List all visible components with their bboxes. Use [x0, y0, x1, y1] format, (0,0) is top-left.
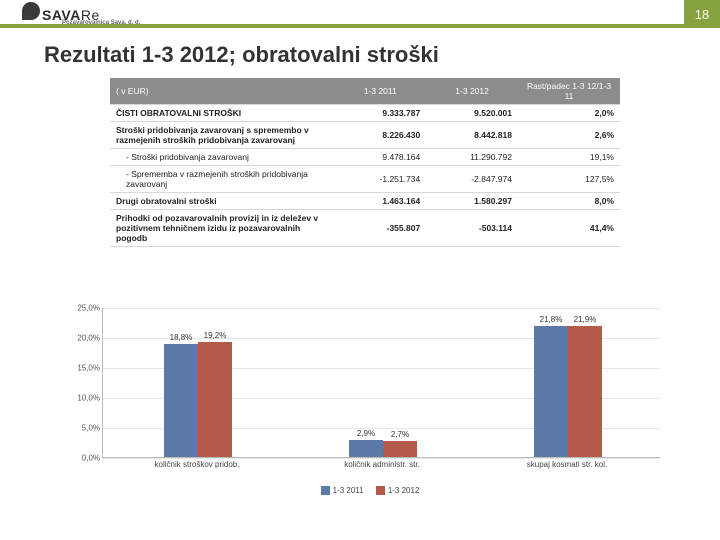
costs-table: ( v EUR) 1-3 2011 1-3 2012 Rast/padec 1-…: [110, 78, 620, 247]
col-header-2011: 1-3 2011: [334, 78, 426, 105]
row-pct: 19,1%: [518, 149, 620, 166]
y-tick-label: 10,0%: [60, 394, 100, 403]
chart-plot-area: 18,8%19,2% 2,9%2,7% 21,8%21,9%: [102, 308, 660, 458]
row-value: 9.333.787: [334, 105, 426, 122]
logo: SAVARe Pozavarovalnica Sava, d. d.: [22, 2, 100, 23]
row-label: - Stroški pridobivanja zavarovanj: [110, 149, 334, 166]
row-value: -355.807: [334, 210, 426, 247]
page-title: Rezultati 1-3 2012; obratovalni stroški: [44, 42, 720, 68]
row-label: ČISTI OBRATOVALNI STROŠKI: [110, 105, 334, 122]
row-label: Prihodki od pozavarovalnih provizij in i…: [110, 210, 334, 247]
page-number: 18: [684, 0, 720, 28]
y-tick-label: 0,0%: [60, 454, 100, 463]
chart-bar: [164, 344, 198, 457]
table-row: Stroški pridobivanja zavarovanj s spreme…: [110, 122, 620, 149]
row-label: - Sprememba v razmejenih stroških pridob…: [110, 166, 334, 193]
row-value: -1.251.734: [334, 166, 426, 193]
bar-value-label: 18,8%: [164, 333, 198, 342]
logo-mark-icon: [22, 2, 40, 20]
row-value: -503.114: [426, 210, 518, 247]
row-label: Stroški pridobivanja zavarovanj s spreme…: [110, 122, 334, 149]
grid-line: [103, 458, 660, 459]
col-header-change: Rast/padec 1-3 12/1-3 11: [518, 78, 620, 105]
row-pct: 2,0%: [518, 105, 620, 122]
x-category-label: količnik stroškov pridob.: [122, 460, 272, 469]
row-label: Drugi obratovalni stroški: [110, 193, 334, 210]
bar-value-label: 2,7%: [383, 430, 417, 439]
legend-label-2011: 1-3 2011: [333, 486, 364, 495]
y-tick-label: 15,0%: [60, 364, 100, 373]
x-category-label: skupaj kosmati str. kol.: [492, 460, 642, 469]
x-category-label: količnik administr. str.: [307, 460, 457, 469]
legend-swatch-2012: [376, 486, 385, 495]
chart-bar: [383, 441, 417, 457]
bar-value-label: 19,2%: [198, 331, 232, 340]
row-value: 1.463.164: [334, 193, 426, 210]
legend-swatch-2011: [321, 486, 330, 495]
chart-legend: 1-3 2011 1-3 2012: [60, 486, 670, 495]
bar-value-label: 2,9%: [349, 429, 383, 438]
table-row: Drugi obratovalni stroški1.463.1641.580.…: [110, 193, 620, 210]
chart-bar: [568, 326, 602, 457]
legend-label-2012: 1-3 2012: [388, 486, 420, 495]
row-value: -2.847.974: [426, 166, 518, 193]
row-pct: 127,5%: [518, 166, 620, 193]
table-row: ČISTI OBRATOVALNI STROŠKI9.333.7879.520.…: [110, 105, 620, 122]
row-value: 9.478.164: [334, 149, 426, 166]
grid-line: [103, 308, 660, 309]
logo-subtitle: Pozavarovalnica Sava, d. d.: [62, 20, 140, 26]
row-value: 8.442.818: [426, 122, 518, 149]
chart-bar: [198, 342, 232, 457]
col-header-label: ( v EUR): [110, 78, 334, 105]
row-value: 9.520.001: [426, 105, 518, 122]
col-header-2012: 1-3 2012: [426, 78, 518, 105]
top-bar: SAVARe Pozavarovalnica Sava, d. d. 18: [0, 0, 720, 28]
y-tick-label: 25,0%: [60, 304, 100, 313]
bar-value-label: 21,8%: [534, 315, 568, 324]
row-pct: 41,4%: [518, 210, 620, 247]
table-row: - Stroški pridobivanja zavarovanj9.478.1…: [110, 149, 620, 166]
row-pct: 8,0%: [518, 193, 620, 210]
table-body: ČISTI OBRATOVALNI STROŠKI9.333.7879.520.…: [110, 105, 620, 247]
row-value: 8.226.430: [334, 122, 426, 149]
y-tick-label: 20,0%: [60, 334, 100, 343]
bar-value-label: 21,9%: [568, 315, 602, 324]
cost-ratio-chart: 0,0% 5,0% 10,0% 15,0% 20,0% 25,0% 18,8%19,2% 2…: [60, 300, 670, 510]
table-row: Prihodki od pozavarovalnih provizij in i…: [110, 210, 620, 247]
table-row: - Sprememba v razmejenih stroških pridob…: [110, 166, 620, 193]
row-value: 1.580.297: [426, 193, 518, 210]
chart-bar: [534, 326, 568, 457]
y-tick-label: 5,0%: [60, 424, 100, 433]
row-value: 11.290.792: [426, 149, 518, 166]
chart-bar: [349, 440, 383, 457]
row-pct: 2,6%: [518, 122, 620, 149]
table-header: ( v EUR) 1-3 2011 1-3 2012 Rast/padec 1-…: [110, 78, 620, 105]
